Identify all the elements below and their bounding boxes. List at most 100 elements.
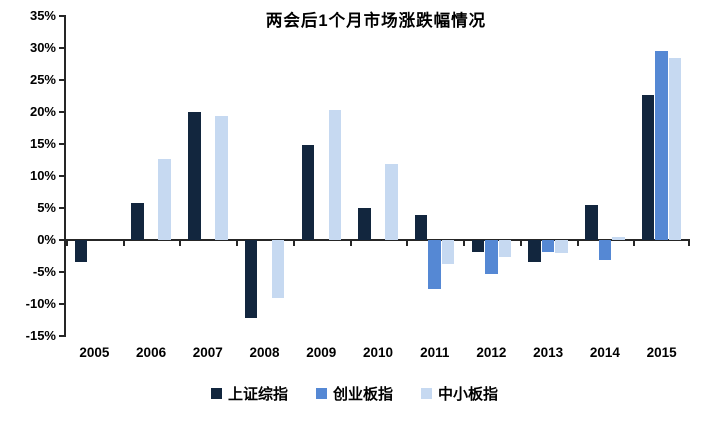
bar-slot bbox=[144, 16, 158, 336]
x-tick-label: 2015 bbox=[646, 345, 677, 360]
bar-group-2006 bbox=[123, 16, 180, 336]
bar-slot bbox=[441, 16, 455, 336]
x-tick-mark bbox=[349, 241, 352, 246]
bar-2015-sme-board bbox=[668, 58, 682, 240]
bar-2009-shanghai-composite bbox=[301, 145, 315, 240]
x-tick-label: 2008 bbox=[249, 345, 280, 360]
bar-slot bbox=[498, 16, 512, 336]
bar-2014-shanghai-composite bbox=[585, 204, 598, 240]
bar-2013-sme-board bbox=[555, 240, 568, 254]
y-tick-label: 5% bbox=[37, 200, 56, 215]
bar-slot bbox=[385, 16, 399, 336]
bar-2007-sme-board bbox=[215, 115, 228, 240]
x-tick-label: 2011 bbox=[420, 345, 450, 360]
legend: 上证综指 创业板指 中小板指 bbox=[0, 383, 709, 404]
bar-slot bbox=[201, 16, 215, 336]
y-tick-label: -10% bbox=[25, 296, 56, 311]
bar-slot bbox=[244, 16, 258, 336]
x-tick-label: 2012 bbox=[476, 345, 507, 360]
bar-2014-chinext bbox=[598, 240, 612, 261]
bar-2011-chinext bbox=[428, 240, 441, 290]
y-tick-mark bbox=[59, 175, 66, 177]
x-tick-mark bbox=[179, 241, 182, 246]
legend-label: 创业板指 bbox=[332, 386, 393, 403]
legend-label: 上证综指 bbox=[227, 386, 288, 403]
y-tick-label: 0% bbox=[37, 232, 56, 247]
bar-slot bbox=[414, 16, 428, 336]
bar-2012-sme-board bbox=[498, 240, 512, 258]
y-tick-mark bbox=[59, 271, 66, 273]
x-tick-mark bbox=[463, 241, 466, 246]
legend-swatch-icon bbox=[210, 388, 222, 399]
y-tick-label: 20% bbox=[29, 104, 56, 119]
bar-slot bbox=[258, 16, 272, 336]
bar-slot bbox=[598, 16, 612, 336]
bar-2009-sme-board bbox=[328, 110, 342, 240]
y-tick-label: 25% bbox=[29, 72, 56, 87]
legend-item-shanghai-composite: 上证综指 bbox=[210, 383, 288, 404]
y-tick-label: 35% bbox=[29, 8, 56, 23]
legend-item-sme-board: 中小板指 bbox=[421, 383, 498, 404]
bar-2013-chinext bbox=[541, 240, 555, 253]
bar-2010-sme-board bbox=[385, 164, 398, 240]
x-tick-label: 2007 bbox=[192, 345, 223, 360]
bar-group-2011 bbox=[406, 16, 463, 336]
bar-2010-shanghai-composite bbox=[358, 208, 371, 240]
bar-slot bbox=[215, 16, 229, 336]
bar-slot bbox=[668, 16, 682, 336]
bar-slot bbox=[428, 16, 442, 336]
chart-title: 两会后1个月市场涨跌幅情况 bbox=[265, 12, 487, 30]
bar-slot bbox=[471, 16, 485, 336]
bar-2012-shanghai-composite bbox=[471, 240, 485, 252]
y-tick-label: -5% bbox=[32, 264, 56, 279]
bar-slot bbox=[358, 16, 372, 336]
bar-2008-shanghai-composite bbox=[244, 240, 258, 319]
bar-slot bbox=[101, 16, 115, 336]
bar-slot bbox=[88, 16, 102, 336]
x-tick-label: 2006 bbox=[136, 345, 167, 360]
bar-2015-shanghai-composite bbox=[641, 95, 655, 240]
x-tick-label: 2013 bbox=[533, 345, 564, 360]
legend-label: 中小板指 bbox=[438, 386, 499, 403]
bar-2011-sme-board bbox=[441, 240, 455, 264]
bar-slot bbox=[555, 16, 569, 336]
y-tick-mark bbox=[59, 143, 66, 145]
bar-2015-chinext bbox=[655, 50, 668, 240]
y-tick-mark bbox=[59, 207, 66, 209]
x-axis-line bbox=[66, 239, 690, 241]
legend-swatch-icon bbox=[315, 388, 327, 399]
x-tick-label: 2010 bbox=[362, 345, 393, 360]
bar-slot bbox=[301, 16, 315, 336]
y-tick-mark bbox=[59, 239, 66, 241]
bar-2006-shanghai-composite bbox=[131, 202, 144, 240]
y-tick-label: 30% bbox=[29, 40, 56, 55]
bar-group-2014 bbox=[577, 16, 634, 336]
plot-area: 35% 30% 25% 20% 15% 10% 5% 0% -5% -10% -15% 2005 200… bbox=[26, 8, 690, 360]
bar-group-2007 bbox=[179, 16, 236, 336]
bar-2008-sme-board bbox=[271, 240, 285, 299]
x-tick-mark bbox=[292, 241, 295, 246]
bar-slot bbox=[315, 16, 329, 336]
bar-group-2010 bbox=[350, 16, 407, 336]
bar-2006-sme-board bbox=[158, 158, 171, 240]
x-tick-label: 2014 bbox=[589, 345, 620, 360]
x-tick-mark bbox=[633, 241, 636, 246]
y-tick-mark bbox=[59, 335, 66, 337]
bar-slot bbox=[655, 16, 669, 336]
bar-group-2013 bbox=[520, 16, 577, 336]
bar-2014-sme-board bbox=[612, 237, 625, 240]
bar-slot bbox=[188, 16, 202, 336]
bar-slot bbox=[74, 16, 88, 336]
legend-swatch-icon bbox=[421, 388, 432, 399]
bar-slot bbox=[585, 16, 599, 336]
bar-slot bbox=[485, 16, 499, 336]
x-tick-label: 2009 bbox=[306, 345, 337, 360]
bar-group-2008 bbox=[236, 16, 293, 336]
x-tick-mark bbox=[66, 241, 68, 246]
bar-slot bbox=[328, 16, 342, 336]
y-tick-mark bbox=[59, 47, 66, 49]
y-tick-mark bbox=[59, 15, 66, 17]
bar-slot bbox=[271, 16, 285, 336]
x-tick-mark bbox=[122, 241, 125, 246]
